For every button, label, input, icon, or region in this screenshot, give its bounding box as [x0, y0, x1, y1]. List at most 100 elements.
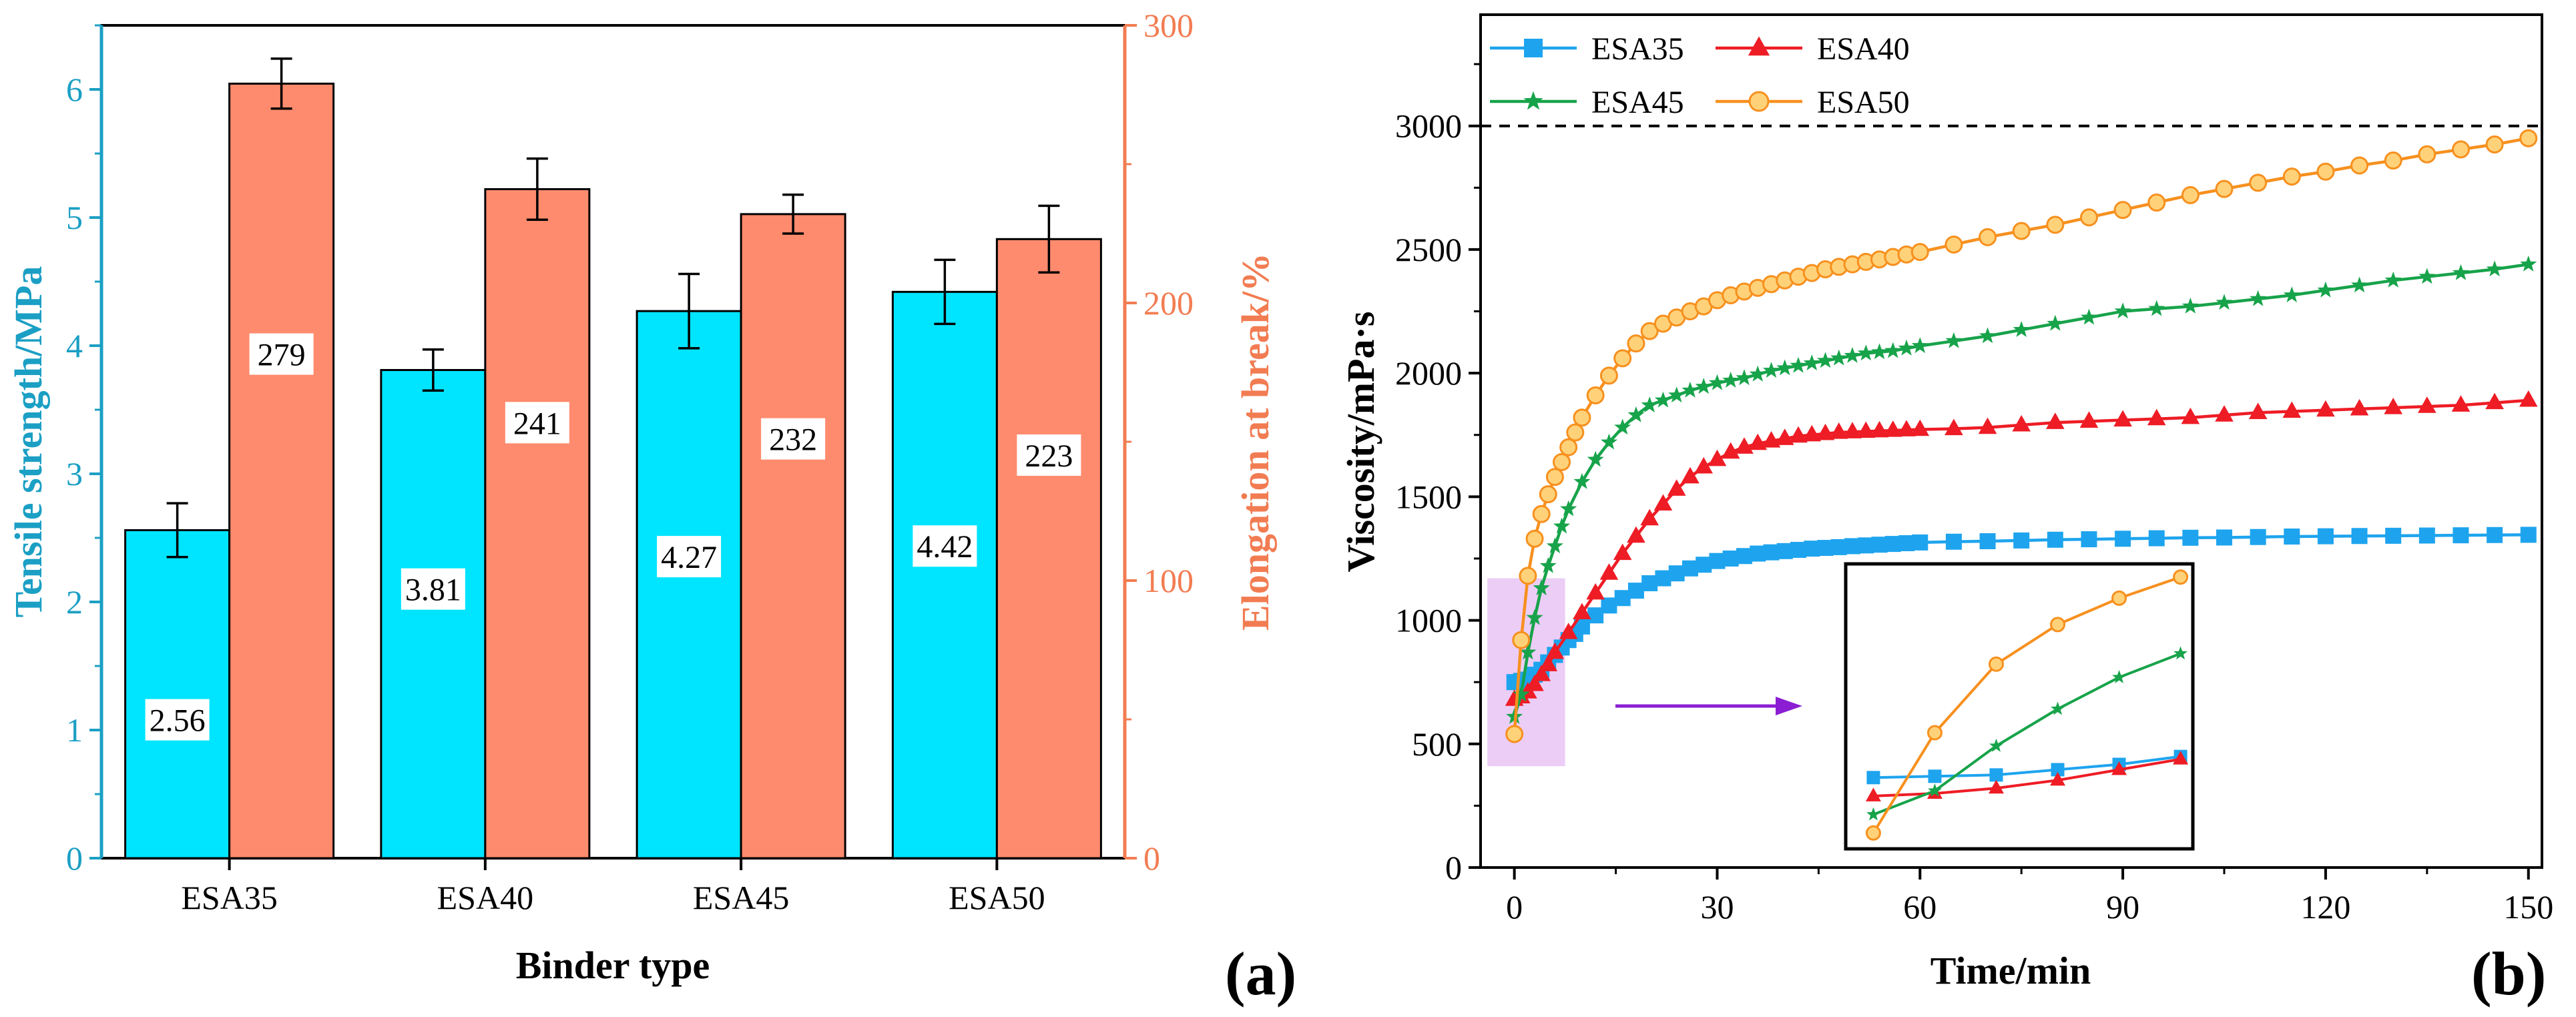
point-ESA35 [2418, 527, 2435, 544]
point-ESA50 [1640, 322, 1659, 340]
point-ESA50 [1586, 386, 1605, 404]
point-ESA45 [2486, 260, 2503, 277]
point-ESA35 [1979, 533, 1996, 550]
point-ESA45 [2181, 297, 2199, 314]
errorbar-elongation-ESA35 [270, 57, 292, 110]
point-ESA45 [1898, 339, 1915, 356]
point-ESA45 [2013, 321, 2030, 337]
inset-point-ESA40 [2050, 771, 2066, 786]
x-tick-label: 30 [1700, 888, 1734, 926]
point-ESA35 [2148, 530, 2165, 547]
point-ESA45 [2317, 281, 2334, 298]
y-tick-label-right: 200 [1143, 284, 1194, 322]
legend-marker-ESA40 [1748, 36, 1770, 56]
point-ESA50 [1519, 567, 1537, 585]
x-tick-label: 60 [1903, 888, 1937, 926]
x-axis-label: Binder type [516, 944, 710, 987]
point-ESA45 [2216, 294, 2233, 310]
line-ESA40 [1513, 398, 2529, 701]
point-ESA45 [2148, 300, 2165, 316]
inset-point-ESA45 [1928, 783, 1942, 797]
point-ESA50 [2012, 222, 2031, 240]
point-ESA50 [1979, 228, 1997, 246]
point-ESA50 [2215, 180, 2234, 198]
data-label-tensile-ESA40: 3.81 [405, 573, 461, 608]
point-ESA40 [1599, 563, 1619, 580]
point-ESA45 [1945, 332, 1963, 348]
legend-item-ESA35: ESA35 [1490, 31, 1684, 67]
point-ESA50 [1512, 631, 1531, 649]
point-ESA45 [1736, 369, 1753, 386]
point-ESA45 [1668, 386, 1686, 403]
x-tick-label-ESA40: ESA40 [437, 879, 533, 916]
point-ESA35 [1884, 536, 1901, 553]
point-ESA50 [1613, 349, 1632, 368]
point-ESA35 [2520, 527, 2537, 543]
point-ESA45 [1776, 359, 1794, 376]
point-ESA50 [1532, 504, 1551, 523]
point-ESA50 [1566, 423, 1585, 442]
bar-elongation-ESA45 [740, 213, 846, 860]
point-ESA45 [1749, 365, 1766, 382]
bar-elongation-ESA35 [228, 82, 335, 860]
x-tick-label: 120 [2300, 888, 2350, 926]
point-ESA40 [2079, 411, 2099, 428]
point-ESA40 [2147, 408, 2166, 426]
inset-point-ESA45 [2173, 646, 2188, 660]
point-ESA45 [1553, 517, 1571, 534]
point-ESA45 [1546, 537, 1563, 554]
point-ESA45 [1627, 406, 1645, 422]
point-ESA35 [1614, 590, 1631, 607]
point-ESA45 [1539, 557, 1557, 573]
point-ESA35 [2047, 531, 2063, 548]
legend-item-ESA40: ESA40 [1716, 31, 1910, 67]
inset-series-ESA45 [1866, 646, 2188, 821]
data-label-tensile-ESA35: 2.56 [150, 703, 206, 739]
point-ESA35 [1776, 543, 1793, 559]
y-tick-label-left: 1 [66, 711, 83, 749]
point-ESA40 [1653, 494, 1673, 511]
x-tick-label: 0 [1506, 888, 1523, 926]
point-ESA40 [1586, 583, 1605, 600]
inset-point-ESA50 [1988, 656, 2004, 672]
point-ESA35 [2453, 527, 2469, 544]
point-ESA50 [2316, 162, 2335, 181]
point-ESA50 [2519, 129, 2538, 147]
point-ESA45 [2047, 314, 2064, 331]
bar-elongation-ESA50 [995, 238, 1102, 860]
bar-elongation-ESA40 [484, 188, 591, 860]
point-ESA45 [1600, 433, 1617, 450]
point-ESA40 [1978, 417, 1997, 434]
y-tick-label: 1000 [1395, 602, 1462, 639]
point-ESA50 [2451, 140, 2470, 159]
y-axis-label-right: Elongation at break/% [1234, 253, 1277, 631]
point-ESA35 [1682, 560, 1698, 577]
point-ESA40 [1843, 422, 1862, 438]
y-tick-label: 1500 [1395, 478, 1462, 515]
point-ESA50 [2418, 145, 2436, 163]
bar-tensile-ESA50 [891, 290, 998, 860]
point-ESA50 [2249, 174, 2268, 192]
point-ESA45 [1790, 356, 1807, 373]
point-ESA45 [1695, 378, 1712, 394]
point-ESA45 [1871, 343, 1888, 360]
zoom-arrow [1615, 697, 1802, 715]
inset-point-ESA50 [2111, 590, 2127, 606]
point-ESA35 [2115, 531, 2131, 547]
point-ESA40 [1802, 424, 1822, 442]
data-label-elongation-ESA45: 232 [769, 422, 817, 458]
point-ESA35 [2013, 532, 2030, 549]
point-ESA35 [1763, 544, 1780, 561]
point-ESA40 [1829, 422, 1848, 439]
series-ESA40 [1505, 390, 2538, 706]
point-ESA35 [1627, 583, 1644, 599]
point-ESA45 [1526, 609, 1543, 625]
inset-line-ESA45 [1872, 652, 2181, 816]
point-ESA40 [2316, 400, 2335, 417]
point-ESA45 [1573, 472, 1591, 489]
point-ESA35 [1587, 607, 1604, 624]
inset-point-ESA35 [1928, 769, 1942, 783]
